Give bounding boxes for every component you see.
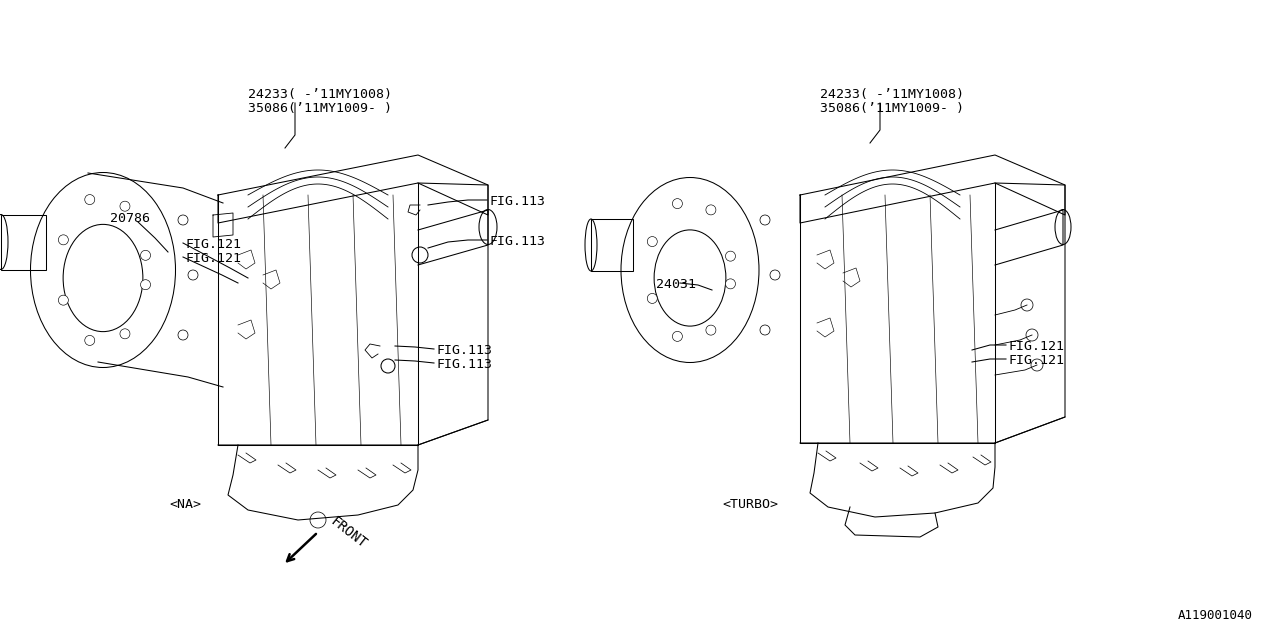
Circle shape [141, 250, 151, 260]
Text: FIG.113: FIG.113 [436, 344, 492, 357]
Text: FIG.121: FIG.121 [1009, 340, 1064, 353]
Circle shape [141, 280, 151, 290]
Circle shape [705, 325, 716, 335]
Circle shape [726, 279, 736, 289]
Circle shape [178, 215, 188, 225]
Text: <TURBO>: <TURBO> [722, 498, 778, 511]
Text: FIG.113: FIG.113 [489, 195, 545, 208]
Circle shape [188, 270, 198, 280]
Circle shape [1030, 359, 1043, 371]
Circle shape [672, 198, 682, 209]
Circle shape [84, 335, 95, 346]
Circle shape [648, 237, 658, 246]
Text: 35086(’11MY1009- ): 35086(’11MY1009- ) [820, 102, 964, 115]
Text: FIG.121: FIG.121 [186, 252, 241, 265]
Text: 24233( -’11MY1008): 24233( -’11MY1008) [820, 88, 964, 101]
Circle shape [771, 270, 780, 280]
Text: FIG.113: FIG.113 [436, 358, 492, 371]
Circle shape [760, 325, 771, 335]
Circle shape [1027, 329, 1038, 341]
Circle shape [381, 359, 396, 373]
Circle shape [705, 205, 716, 215]
Circle shape [178, 330, 188, 340]
Text: FIG.121: FIG.121 [186, 238, 241, 251]
Circle shape [59, 295, 68, 305]
Circle shape [84, 195, 95, 205]
Circle shape [59, 235, 68, 245]
Text: FRONT: FRONT [328, 514, 370, 551]
Circle shape [120, 329, 131, 339]
Circle shape [726, 251, 736, 261]
Text: 24233( -’11MY1008): 24233( -’11MY1008) [248, 88, 392, 101]
Text: 24031: 24031 [657, 278, 696, 291]
Text: <NA>: <NA> [169, 498, 201, 511]
Text: A119001040: A119001040 [1178, 609, 1253, 622]
Circle shape [1021, 299, 1033, 311]
Text: FIG.113: FIG.113 [489, 235, 545, 248]
Text: 35086(’11MY1009- ): 35086(’11MY1009- ) [248, 102, 392, 115]
Circle shape [412, 247, 428, 263]
Circle shape [760, 215, 771, 225]
Circle shape [672, 332, 682, 341]
Circle shape [648, 293, 658, 303]
Text: 20786: 20786 [110, 212, 150, 225]
Text: FIG.121: FIG.121 [1009, 354, 1064, 367]
Circle shape [310, 512, 326, 528]
Circle shape [120, 201, 131, 211]
